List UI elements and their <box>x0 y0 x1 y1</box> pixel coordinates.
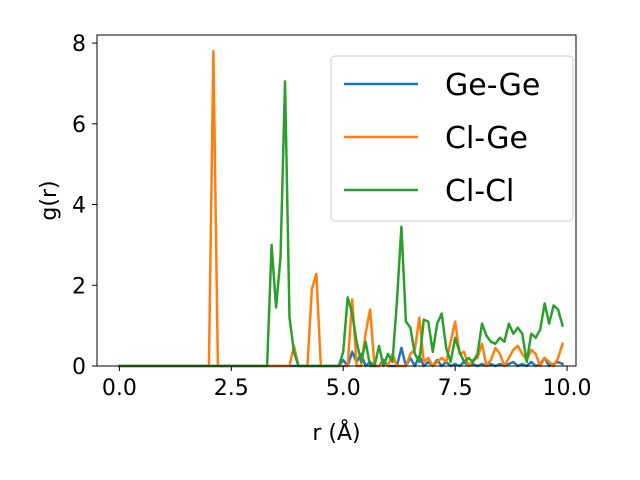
series-line-cl-ge <box>118 49 565 368</box>
y-tick-label: 0 <box>72 355 86 380</box>
x-tick-label: 0.0 <box>102 376 137 401</box>
x-axis-label: r (Å) <box>312 419 360 446</box>
legend: Ge-Ge Cl-Ge Cl-Cl <box>330 55 574 222</box>
legend-box <box>330 55 574 222</box>
legend-label: Cl-Cl <box>445 174 514 209</box>
y-tick-label: 8 <box>72 32 86 57</box>
series-line-ge-ge <box>118 346 565 368</box>
axes-frame <box>96 34 577 367</box>
x-tick-label: 2.5 <box>214 376 249 401</box>
y-tick-label: 6 <box>72 113 86 138</box>
x-axis: 0.0 2.5 5.0 7.5 10.0 <box>102 366 592 401</box>
legend-label: Cl-Ge <box>445 121 528 156</box>
y-axis: 0 2 4 6 8 <box>72 32 97 380</box>
y-tick-label: 2 <box>72 274 86 299</box>
x-tick-label: 10.0 <box>543 376 592 401</box>
legend-label: Ge-Ge <box>445 68 540 103</box>
x-tick-label: 5.0 <box>326 376 361 401</box>
y-tick-label: 4 <box>72 194 86 219</box>
y-axis-label: g(r) <box>37 180 62 220</box>
x-tick-label: 7.5 <box>438 376 473 401</box>
